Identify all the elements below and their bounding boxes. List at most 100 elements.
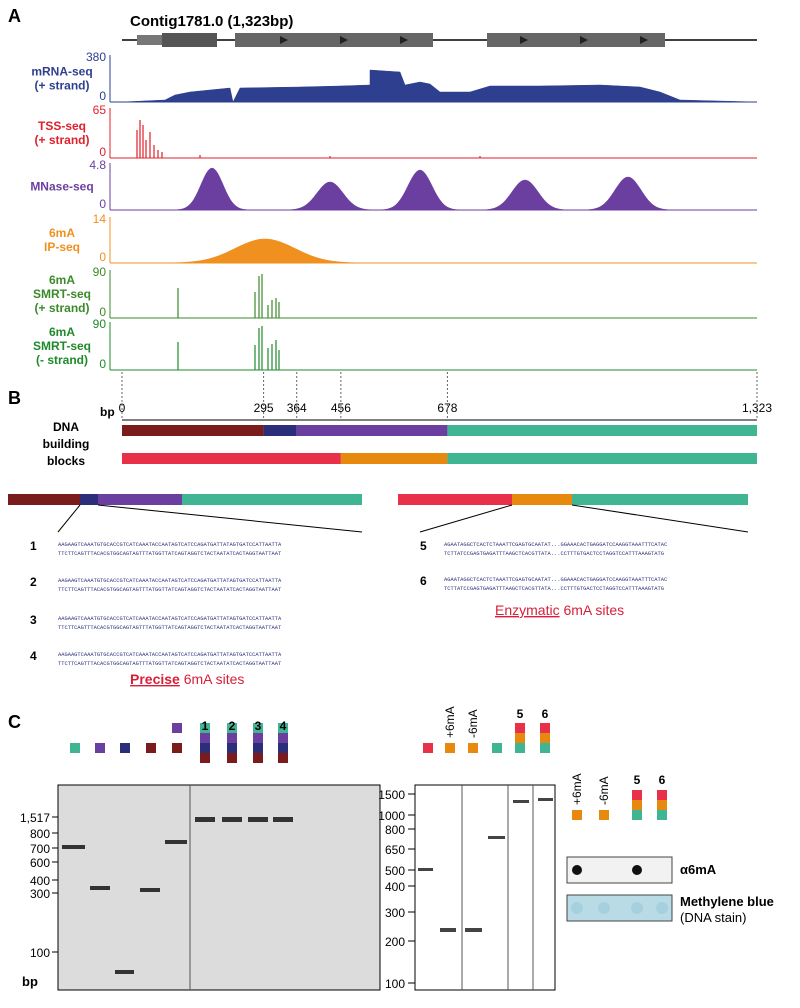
block	[122, 425, 264, 436]
ladder-label: 650	[385, 843, 405, 857]
block	[447, 453, 757, 464]
sequence-bottom: TTCTTCAGTTTACACGTGGCAGTAGTTTATGGTTATCAGT…	[58, 625, 282, 631]
block-square	[200, 733, 210, 743]
track-min: 0	[99, 145, 106, 159]
block	[263, 425, 297, 436]
track-name: 6mA	[49, 325, 75, 339]
gene-model	[122, 33, 757, 47]
sequence-top: AAGAAGTCAAATGTGCACCGTCATCAAATACCAATAGTCA…	[58, 616, 282, 622]
ladder-label: 300	[385, 906, 405, 920]
lane-label: 2	[229, 719, 236, 733]
track-signal	[177, 274, 280, 318]
ladder-label: 400	[30, 874, 50, 888]
block-square	[200, 723, 210, 733]
coordinates: 02953644566781,323	[119, 372, 772, 418]
block-square	[278, 753, 288, 763]
right-gel	[414, 723, 556, 991]
sequence-bottom: TTCTTCAGTTTACACGTGGCAGTAGTTTATGGTTATCAGT…	[58, 661, 282, 667]
lane-label: 5	[634, 773, 641, 787]
track-min: 0	[99, 305, 106, 319]
construct-id: 4	[30, 649, 37, 663]
block-square	[253, 753, 263, 763]
building-blocks	[122, 425, 757, 464]
block-square	[227, 733, 237, 743]
block-square	[227, 753, 237, 763]
construct-id: 1	[30, 539, 37, 553]
construct-id: 2	[30, 575, 37, 589]
ladder-label: 1500	[378, 788, 405, 802]
construct-left	[8, 494, 363, 533]
track-max: 14	[93, 212, 107, 226]
block	[447, 425, 757, 436]
track-min: 0	[99, 357, 106, 371]
lane-label: 4	[280, 719, 287, 733]
blocks-label: DNA	[53, 420, 79, 434]
block-square	[200, 753, 210, 763]
ladder-label: 100	[385, 977, 405, 991]
track-name: SMRT-seq	[33, 339, 91, 353]
track-max: 4.8	[89, 158, 106, 172]
track-name: (- strand)	[36, 353, 88, 367]
stain-label: Methylene blue	[680, 894, 774, 909]
track-name: TSS-seq	[38, 119, 86, 133]
lane-label: 1	[202, 719, 209, 733]
ladder-label: 300	[30, 887, 50, 901]
lane-label: -6mA	[597, 776, 611, 805]
sequence-top: AGAATAGGCTCACTCTAAATTCGAGTGCAATAT...GGAA…	[444, 542, 667, 548]
block	[122, 453, 341, 464]
block-square	[278, 723, 288, 733]
track-name: (+ strand)	[34, 79, 89, 93]
track-name: (+ strand)	[34, 133, 89, 147]
panel-label: A	[8, 6, 21, 26]
block-square	[278, 733, 288, 743]
track-max: 90	[93, 317, 107, 331]
lane-label: 5	[517, 707, 524, 721]
track-signal	[121, 69, 758, 103]
block-square	[227, 743, 237, 753]
ladder-label: 500	[385, 864, 405, 878]
gel-unit: bp	[22, 974, 38, 989]
sequence-top: AAGAAGTCAAATGTGCACCGTCATCAAATACCAATAGTCA…	[58, 578, 282, 584]
ladder-label: 100	[30, 946, 50, 960]
dot-blot	[566, 790, 673, 922]
caption-emphasis: Enzymatic	[495, 602, 560, 618]
block-square	[227, 723, 237, 733]
block-square	[253, 733, 263, 743]
panel-label: C	[8, 712, 21, 732]
track-name: SMRT-seq	[33, 287, 91, 301]
lane-label: 6	[542, 707, 549, 721]
track-signal	[122, 167, 757, 211]
ladder-label: 600	[30, 856, 50, 870]
sequence-bottom: TTCTTCAGTTTACACGTGGCAGTAGTTTATGGTTATCAGT…	[58, 587, 282, 593]
blocks-label: blocks	[47, 454, 85, 468]
antibody-label: α6mA	[680, 862, 717, 877]
track-max: 90	[93, 265, 107, 279]
track-signal	[122, 238, 757, 264]
blocks-label: building	[43, 437, 90, 451]
block-square	[253, 743, 263, 753]
left-gel	[57, 723, 381, 991]
track-max: 380	[86, 50, 106, 64]
caption: Enzymatic 6mA sites	[495, 602, 624, 618]
ladder-label: 800	[385, 823, 405, 837]
caption-emphasis: Precise	[130, 671, 180, 687]
sequence-bottom: TCTTATCCGAGTGAGATTTAAGCTCACGTTATA...CCTT…	[444, 586, 664, 592]
construct-id: 5	[420, 539, 427, 553]
sequence-bottom: TCTTATCCGAGTGAGATTTAAGCTCACGTTATA...CCTT…	[444, 551, 664, 557]
track-signal	[136, 120, 481, 158]
contig-title: Contig1781.0 (1,323bp)	[130, 13, 293, 30]
panel-label: B	[8, 388, 21, 408]
ladder-label: 400	[385, 880, 405, 894]
sequence-bottom: TTCTTCAGTTTACACGTGGCAGTAGTTTATGGTTATCAGT…	[58, 551, 282, 557]
caption: Precise 6mA sites	[130, 671, 244, 687]
sequence-top: AAGAAGTCAAATGTGCACCGTCATCAAATACCAATAGTCA…	[58, 542, 282, 548]
lane-label: -6mA	[466, 709, 480, 738]
track-max: 65	[93, 103, 107, 117]
ladder-label: 700	[30, 842, 50, 856]
sequences: 1 AAGAAGTCAAATGTGCACCGTCATCAAATACCAATAGTC…	[30, 539, 667, 667]
